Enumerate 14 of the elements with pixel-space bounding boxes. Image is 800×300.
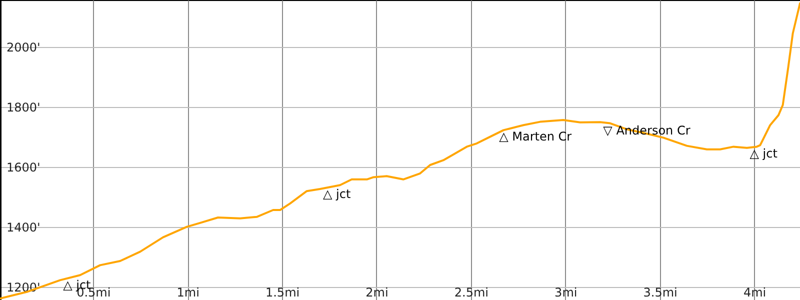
y-tick-label: 1800' (6, 100, 40, 115)
x-tick-label: 1.5mi (265, 286, 300, 300)
y-tick-label: 1600' (6, 160, 40, 175)
annotation: △ jct (323, 187, 351, 202)
y-tick-label: 2000' (6, 40, 40, 55)
x-tick-label: 2mi (366, 286, 388, 300)
x-tick-label: 3mi (554, 286, 578, 300)
x-tick-label: 1mi (176, 286, 200, 300)
x-tick-label: 2.5mi (454, 286, 488, 300)
annotation: △ jct (750, 146, 778, 161)
x-tick-label: 4mi (743, 286, 766, 300)
annotation: △ Marten Cr (499, 130, 572, 144)
x-tick-label: 3.5mi (643, 286, 678, 300)
y-tick-label: 1400' (6, 220, 40, 235)
